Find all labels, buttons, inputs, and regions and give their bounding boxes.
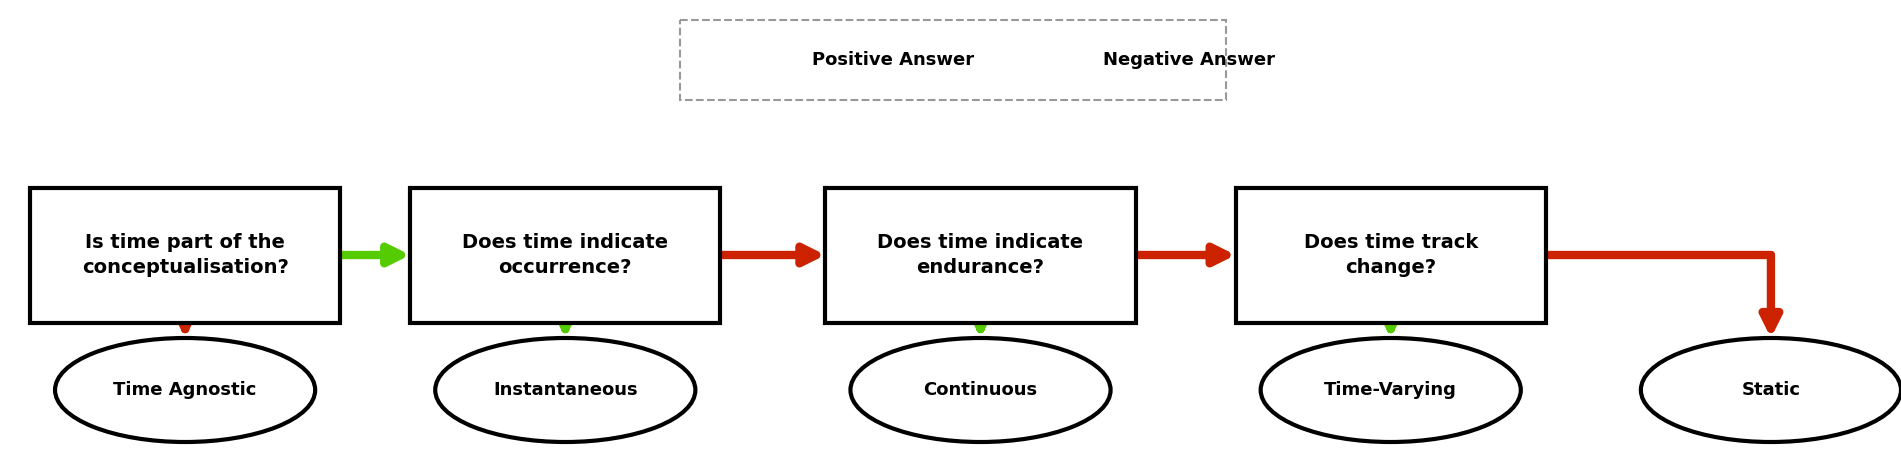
Text: Does time track
change?: Does time track change? xyxy=(1304,233,1477,277)
Text: Static: Static xyxy=(1741,381,1800,399)
Text: Positive Answer: Positive Answer xyxy=(812,51,975,69)
Ellipse shape xyxy=(55,338,316,442)
Text: Negative Answer: Negative Answer xyxy=(1103,51,1274,69)
Text: Is time part of the
conceptualisation?: Is time part of the conceptualisation? xyxy=(82,233,289,277)
FancyBboxPatch shape xyxy=(825,187,1135,323)
Ellipse shape xyxy=(1260,338,1521,442)
Ellipse shape xyxy=(850,338,1110,442)
FancyBboxPatch shape xyxy=(1236,187,1546,323)
Ellipse shape xyxy=(1641,338,1901,442)
Text: Does time indicate
endurance?: Does time indicate endurance? xyxy=(878,233,1084,277)
Text: Instantaneous: Instantaneous xyxy=(492,381,637,399)
FancyBboxPatch shape xyxy=(411,187,720,323)
Text: Continuous: Continuous xyxy=(924,381,1038,399)
Text: Time-Varying: Time-Varying xyxy=(1325,381,1458,399)
Text: Time Agnostic: Time Agnostic xyxy=(114,381,257,399)
FancyBboxPatch shape xyxy=(30,187,340,323)
Text: Does time indicate
occurrence?: Does time indicate occurrence? xyxy=(462,233,669,277)
Ellipse shape xyxy=(435,338,696,442)
FancyBboxPatch shape xyxy=(681,20,1226,100)
